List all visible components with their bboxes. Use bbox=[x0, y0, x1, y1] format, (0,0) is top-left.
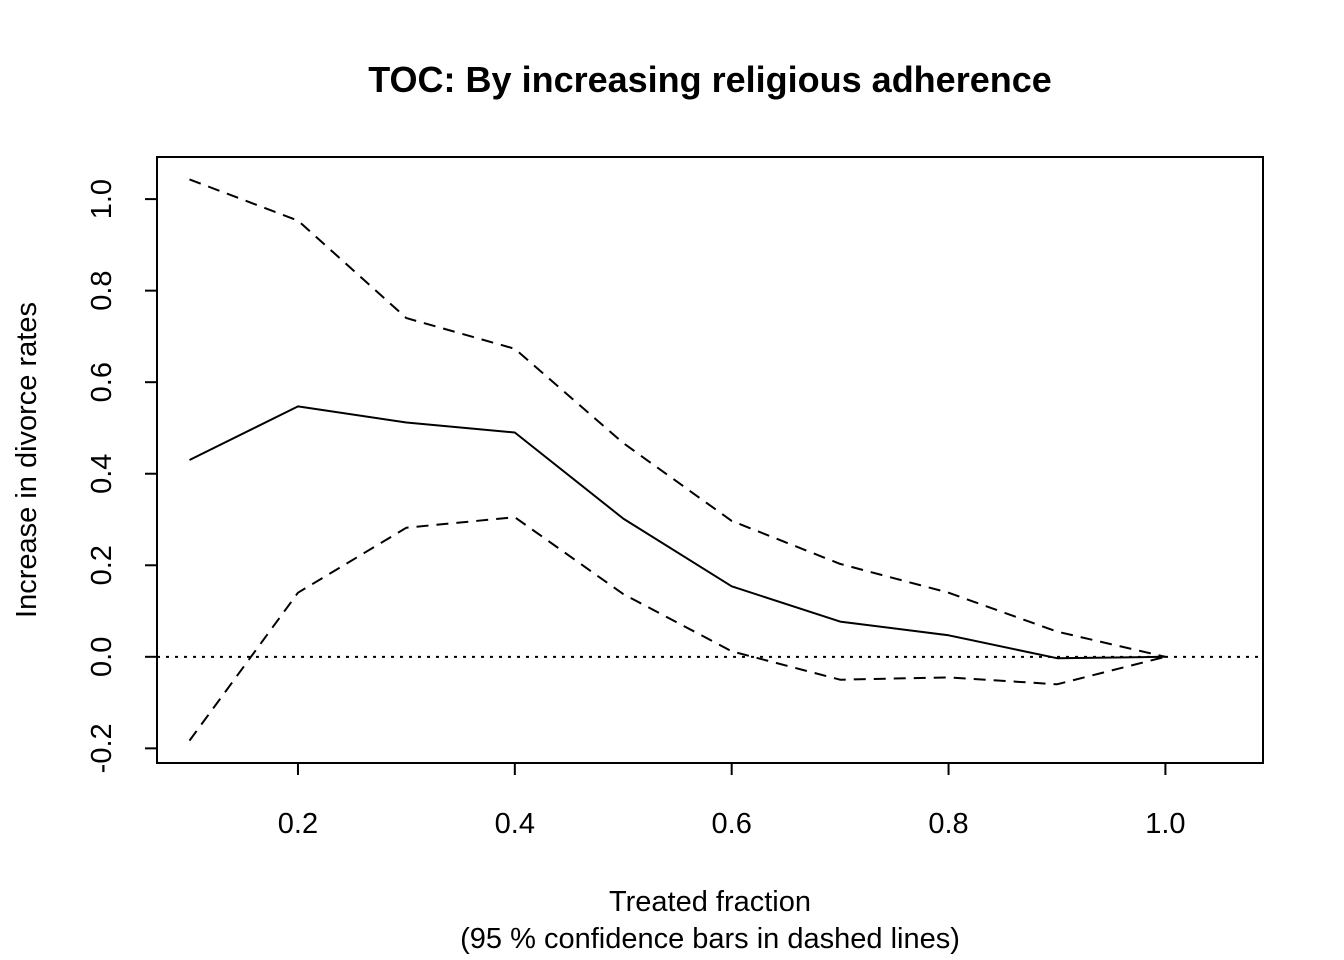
y-tick-label: 0.8 bbox=[86, 270, 118, 310]
y-tick-label: 0.2 bbox=[86, 545, 118, 585]
y-tick-label: 0.0 bbox=[86, 637, 118, 677]
series-lines bbox=[188, 178, 1166, 742]
y-tick-label: 0.4 bbox=[86, 454, 118, 494]
x-tick-label: 0.4 bbox=[495, 808, 535, 840]
chart-title: TOC: By increasing religious adherence bbox=[368, 59, 1052, 100]
y-axis-label: Increase in divorce rates bbox=[11, 302, 43, 618]
x-tick-label: 0.2 bbox=[278, 808, 318, 840]
x-tick-label: 0.6 bbox=[712, 808, 752, 840]
y-tick-label: 1.0 bbox=[86, 179, 118, 219]
x-axis-label: Treated fraction bbox=[609, 886, 811, 918]
x-axis: 0.2 0.4 0.6 0.8 1.0 bbox=[278, 762, 1186, 840]
estimate-line bbox=[189, 405, 1166, 660]
upper-confidence-line bbox=[189, 178, 1166, 658]
x-tick-label: 1.0 bbox=[1145, 808, 1185, 840]
y-tick-label: 0.6 bbox=[86, 362, 118, 402]
x-axis-sublabel: (95 % confidence bars in dashed lines) bbox=[460, 923, 960, 955]
plot-frame bbox=[156, 156, 1264, 764]
y-tick-label: -0.2 bbox=[86, 723, 118, 773]
lower-confidence-line bbox=[188, 516, 1166, 742]
x-tick-label: 0.8 bbox=[928, 808, 968, 840]
y-axis: -0.2 0.0 0.2 0.4 0.6 0.8 1.0 bbox=[86, 179, 158, 773]
